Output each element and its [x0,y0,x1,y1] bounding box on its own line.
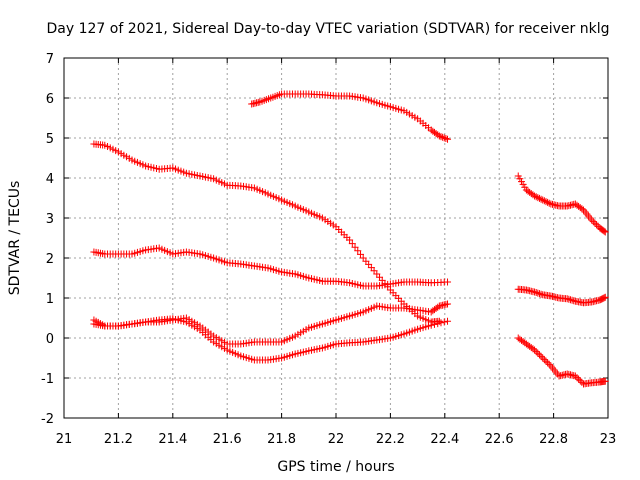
data-point [591,219,599,227]
data-point [444,135,452,143]
x-tick-label: 22.8 [539,432,568,447]
data-point [354,247,362,255]
data-point [439,133,447,141]
x-tick-label: 23 [600,432,617,447]
series-arc-lower [90,300,452,348]
data-point [531,346,539,354]
y-tick-label: 3 [46,212,54,227]
data-point [575,375,583,383]
x-tick-label: 22.4 [430,432,459,447]
data-marks [90,90,609,388]
axis-ticks: 21 21.2 21.4 21.6 21.8 22 22.2 22.4 22.6 22.8 23-2… [41,52,616,447]
data-point [437,319,445,327]
data-point [435,132,443,140]
data-point [542,198,550,206]
x-tick-label: 21.4 [158,432,187,447]
series-arc-middle [90,244,452,290]
data-point [544,359,552,367]
series-arc-top [248,90,452,143]
data-point [532,289,540,297]
x-tick-label: 21.6 [213,432,242,447]
chart-title: Day 127 of 2021, Sidereal Day-to-day VTE… [47,21,610,37]
data-point [545,199,553,207]
y-tick-label: 0 [46,332,54,347]
y-tick-label: -1 [41,372,54,387]
data-point [542,357,550,365]
data-point [442,135,450,143]
data-point [571,372,579,380]
data-point [600,294,608,302]
data-point [356,250,364,258]
data-point [531,288,539,296]
series-late-middle [514,285,609,307]
data-point [600,227,608,235]
data-point [601,293,609,301]
x-tick-label: 21 [56,432,73,447]
y-tick-label: 7 [46,52,54,67]
data-point [535,351,543,359]
data-point [593,221,601,229]
data-point [437,133,445,141]
series-arc-bottom [90,315,452,364]
data-point [573,374,581,382]
data-point [578,205,586,213]
y-tick-label: 1 [46,292,54,307]
data-point [539,354,547,362]
data-point [440,318,448,326]
x-tick-label: 22.2 [376,432,405,447]
data-point [534,349,542,357]
data-point [434,303,442,311]
data-point [576,377,584,385]
data-point [540,356,548,364]
data-point [539,196,547,204]
data-point [544,198,552,206]
data-point [545,360,553,368]
data-point [444,317,452,325]
data-point [540,197,548,205]
x-tick-label: 22.6 [485,432,514,447]
data-point [531,192,539,200]
grid [64,58,608,418]
data-point [427,321,435,329]
x-tick-label: 22 [328,432,345,447]
data-point [537,290,545,298]
x-axis-label: GPS time / hours [277,459,394,475]
data-point [535,290,543,298]
series-late-upper [514,172,609,236]
y-tick-label: 4 [46,172,54,187]
data-point [348,240,356,248]
data-point [532,193,540,201]
series-late-lower [514,334,609,388]
data-point [444,300,452,308]
data-point [534,289,542,297]
data-point [346,236,354,244]
data-point [351,243,359,251]
data-point [535,194,543,202]
data-point [537,352,545,360]
y-axis-label: SDTVAR / TECUs [7,181,23,296]
data-point [440,134,448,142]
data-point [601,377,609,385]
data-point [434,320,442,328]
y-tick-label: 2 [46,252,54,267]
y-tick-label: 5 [46,132,54,147]
x-tick-label: 21.8 [267,432,296,447]
data-point [601,228,609,236]
data-point [444,278,452,286]
data-point [589,218,597,226]
data-point [578,378,586,386]
data-point [537,195,545,203]
data-point [532,348,540,356]
data-point [430,320,438,328]
y-tick-label: 6 [46,92,54,107]
data-point [534,194,542,202]
x-tick-label: 21.2 [104,432,133,447]
y-tick-label: -2 [41,412,54,427]
data-point [588,216,596,224]
